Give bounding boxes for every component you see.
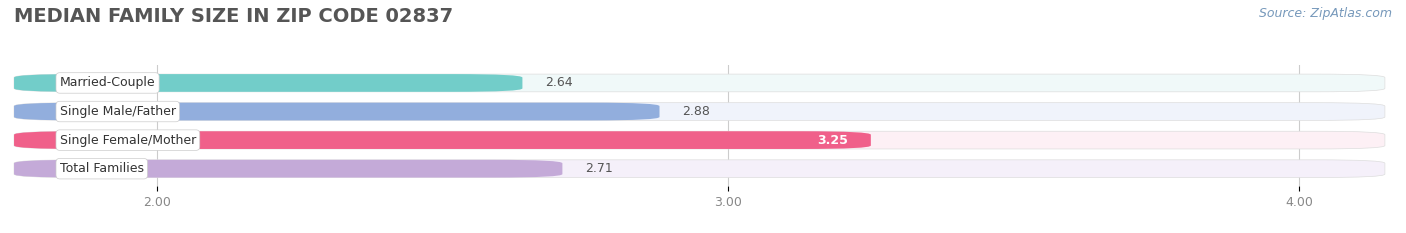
Text: 2.64: 2.64 <box>546 76 572 89</box>
FancyBboxPatch shape <box>14 74 523 92</box>
FancyBboxPatch shape <box>14 103 659 120</box>
Text: 2.71: 2.71 <box>585 162 613 175</box>
Text: Single Male/Father: Single Male/Father <box>59 105 176 118</box>
Text: Total Families: Total Families <box>59 162 143 175</box>
Text: MEDIAN FAMILY SIZE IN ZIP CODE 02837: MEDIAN FAMILY SIZE IN ZIP CODE 02837 <box>14 7 453 26</box>
FancyBboxPatch shape <box>14 131 1385 149</box>
Text: 3.25: 3.25 <box>817 134 848 147</box>
FancyBboxPatch shape <box>14 160 562 178</box>
Text: Single Female/Mother: Single Female/Mother <box>59 134 195 147</box>
FancyBboxPatch shape <box>14 103 1385 120</box>
Text: 2.88: 2.88 <box>682 105 710 118</box>
FancyBboxPatch shape <box>14 74 1385 92</box>
FancyBboxPatch shape <box>14 160 1385 178</box>
Text: Source: ZipAtlas.com: Source: ZipAtlas.com <box>1258 7 1392 20</box>
Text: Married-Couple: Married-Couple <box>59 76 156 89</box>
FancyBboxPatch shape <box>14 131 870 149</box>
